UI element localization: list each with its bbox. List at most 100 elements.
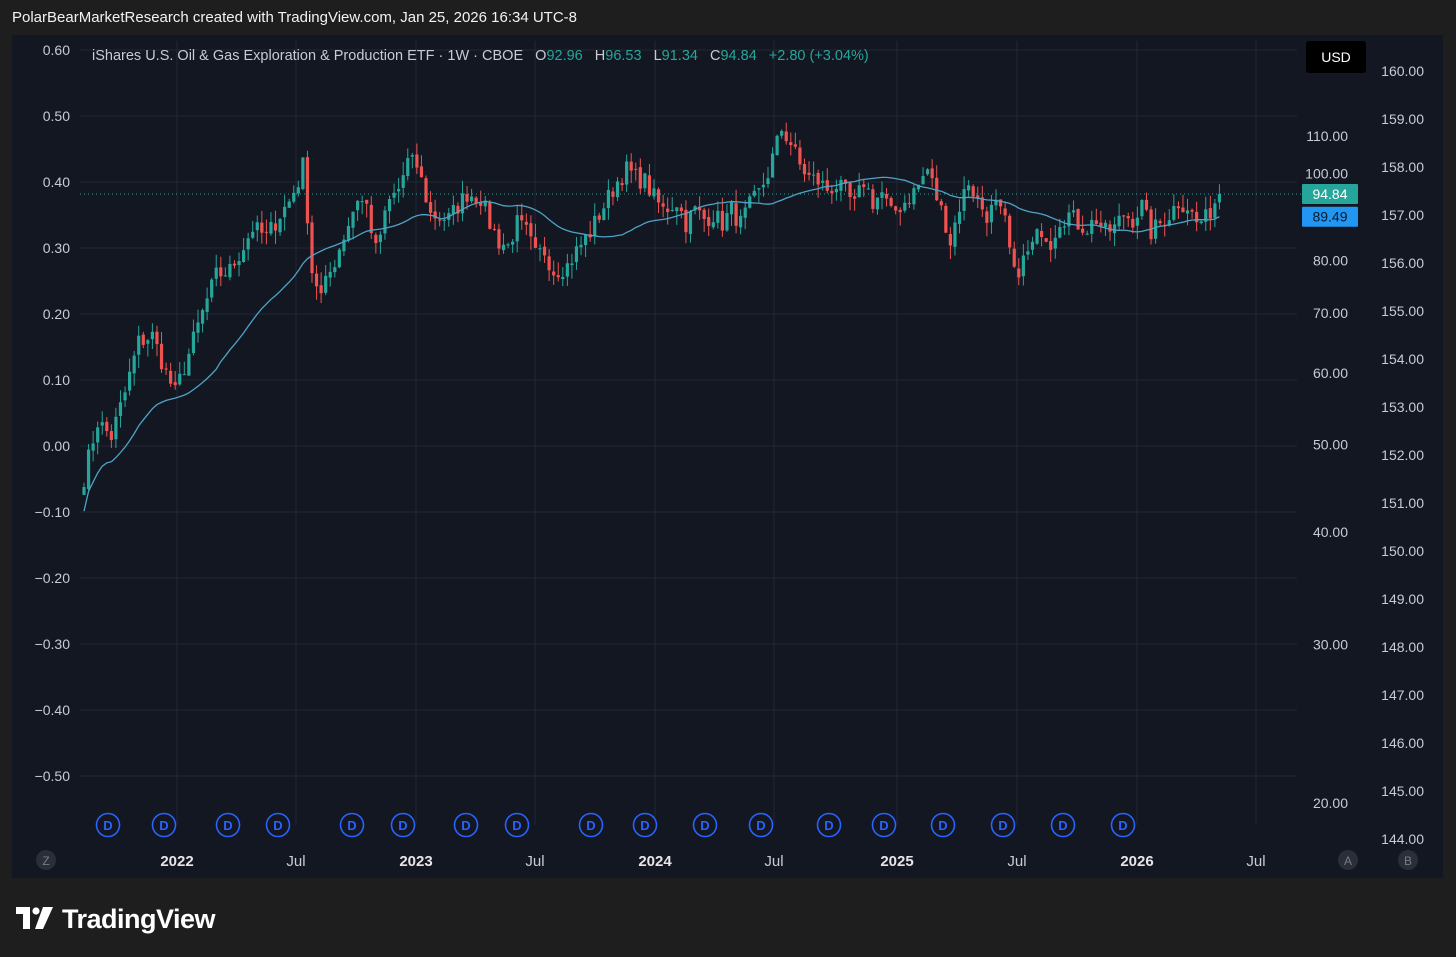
candle[interactable] [875, 197, 880, 215]
candle[interactable] [118, 390, 123, 428]
candle[interactable] [602, 202, 606, 221]
dividend-marker[interactable]: D [990, 812, 1016, 838]
candle[interactable] [889, 196, 893, 208]
candle[interactable] [501, 233, 506, 254]
candle[interactable] [1071, 200, 1076, 218]
dividend-marker[interactable]: D [632, 812, 658, 838]
candle[interactable] [442, 212, 446, 231]
candle[interactable] [615, 177, 620, 202]
candle[interactable] [1144, 192, 1149, 212]
candle[interactable] [506, 242, 510, 249]
candle[interactable] [273, 210, 278, 244]
candle[interactable] [1012, 241, 1016, 269]
scale-button-b[interactable]: B [1398, 850, 1418, 870]
candle[interactable] [228, 255, 232, 281]
candle[interactable] [884, 187, 889, 207]
candle[interactable] [611, 187, 615, 206]
candle[interactable] [688, 209, 693, 243]
candle[interactable] [679, 203, 683, 219]
candle[interactable] [255, 215, 259, 242]
candle[interactable] [556, 262, 560, 282]
candle[interactable] [105, 417, 109, 437]
candle[interactable] [857, 172, 861, 198]
candle[interactable] [848, 181, 852, 211]
candle[interactable] [638, 158, 642, 195]
candle[interactable] [246, 232, 250, 261]
candle[interactable] [410, 152, 414, 169]
candle[interactable] [141, 331, 145, 349]
candle[interactable] [346, 217, 351, 243]
candle[interactable] [579, 236, 583, 256]
candle[interactable] [159, 332, 164, 373]
candle[interactable] [428, 191, 433, 222]
candle[interactable] [1053, 225, 1057, 259]
candle[interactable] [511, 239, 515, 254]
candle[interactable] [798, 140, 802, 170]
candle[interactable] [812, 161, 816, 186]
candle[interactable] [1181, 194, 1185, 213]
candle[interactable] [292, 185, 296, 204]
candle[interactable] [1058, 218, 1062, 239]
candle[interactable] [894, 205, 898, 215]
candle[interactable] [342, 234, 346, 257]
currency-button[interactable]: USD [1306, 41, 1366, 73]
candle[interactable] [356, 200, 360, 221]
candle[interactable] [132, 350, 136, 386]
candle[interactable] [1090, 210, 1094, 243]
tradingview-logo[interactable]: TradingView [16, 902, 216, 936]
candle[interactable] [237, 252, 241, 277]
candle[interactable] [278, 217, 282, 236]
candle[interactable] [187, 348, 191, 376]
candle[interactable] [1030, 236, 1035, 255]
candle[interactable] [305, 150, 310, 235]
dividend-marker[interactable]: D [1110, 812, 1136, 838]
candle[interactable] [743, 200, 747, 230]
candle[interactable] [752, 184, 756, 198]
candle[interactable] [1135, 206, 1139, 240]
candle[interactable] [561, 267, 565, 287]
chart-panel[interactable]: 0.60 0.50 0.40 0.30 0.20 0.10 0.00 −0.10 −0.20 −0… [12, 35, 1443, 878]
candle[interactable] [333, 259, 337, 278]
candle[interactable] [944, 203, 948, 234]
candle[interactable] [670, 197, 674, 212]
candle[interactable] [269, 212, 273, 236]
candle[interactable] [515, 204, 519, 253]
candle[interactable] [830, 184, 834, 204]
candle[interactable] [1049, 227, 1053, 263]
candle[interactable] [86, 443, 91, 491]
candle[interactable] [652, 179, 656, 200]
candle[interactable] [100, 411, 104, 435]
candle[interactable] [1217, 184, 1222, 210]
candle[interactable] [907, 193, 911, 208]
candle[interactable] [191, 319, 196, 356]
candle[interactable] [169, 362, 173, 387]
candle[interactable] [739, 209, 743, 235]
candle[interactable] [825, 168, 829, 194]
candle[interactable] [1167, 208, 1171, 227]
candle[interactable] [666, 197, 670, 225]
candle[interactable] [1122, 214, 1126, 229]
candle[interactable] [1094, 208, 1098, 225]
candle[interactable] [401, 162, 405, 198]
candle[interactable] [520, 203, 524, 230]
candle[interactable] [387, 195, 392, 224]
candle[interactable] [574, 237, 579, 270]
candle[interactable] [137, 325, 141, 369]
dividend-marker[interactable]: D [265, 812, 291, 838]
candle[interactable] [570, 253, 574, 279]
candle[interactable] [775, 134, 779, 156]
candle[interactable] [264, 219, 268, 245]
candle[interactable] [962, 176, 966, 221]
candle[interactable] [711, 210, 715, 230]
candle[interactable] [552, 260, 556, 285]
candle[interactable] [1035, 228, 1039, 246]
candle[interactable] [529, 215, 533, 250]
candle[interactable] [114, 407, 118, 448]
candle[interactable] [533, 223, 538, 249]
candle[interactable] [296, 180, 300, 197]
candle[interactable] [374, 232, 378, 254]
candle[interactable] [360, 195, 364, 215]
candle[interactable] [957, 199, 962, 234]
candle[interactable] [251, 220, 255, 240]
candle[interactable] [383, 206, 387, 240]
